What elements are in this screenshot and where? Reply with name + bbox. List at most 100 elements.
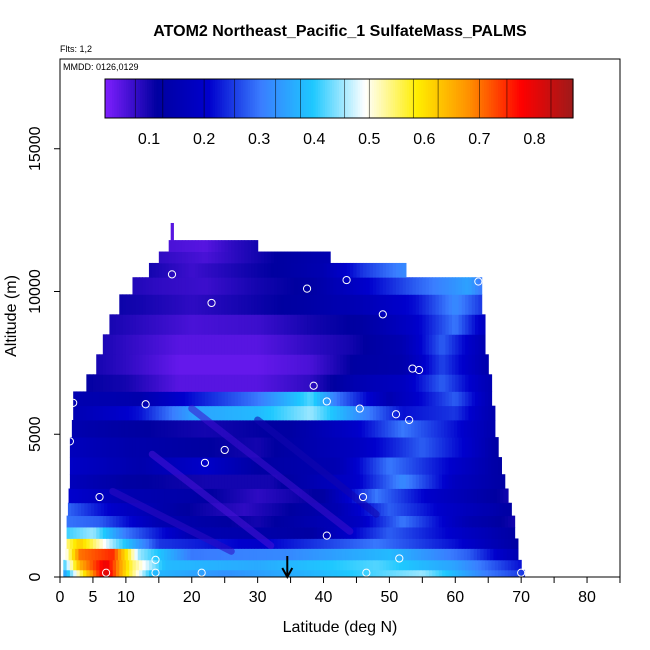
heatmap-cell [178,437,183,458]
heatmap-cell [457,548,462,561]
heatmap-cell [415,294,420,315]
heatmap-cell [280,262,285,278]
heatmap-cell [494,559,499,571]
heatmap-cell [158,474,163,489]
heatmap-cell [435,569,440,578]
heatmap-cell [274,437,278,458]
heatmap-cell [191,437,196,458]
heatmap-cell [488,391,493,407]
heatmap-cell [379,374,384,392]
heatmap-cell [251,294,255,315]
heatmap-cell [197,548,201,561]
heatmap-cell [116,405,120,421]
heatmap-cell [366,277,371,295]
heatmap-cell [445,515,450,528]
heatmap-cell [481,527,486,539]
heatmap-cell [227,314,232,335]
heatmap-cell [402,538,407,549]
heatmap-cell [458,569,463,578]
heatmap-cell [459,502,464,517]
heatmap-cell [419,538,423,549]
heatmap-cell [92,474,97,489]
heatmap-cell [475,374,479,392]
heatmap-cell [83,527,87,539]
heatmap-cell [382,391,387,407]
heatmap-cell [160,502,165,517]
heatmap-cell [347,502,352,517]
heatmap-cell [320,262,325,278]
heatmap-cell [468,538,473,549]
heatmap-cell [247,262,252,278]
colorbar-segment [184,79,188,118]
heatmap-cell [468,569,473,578]
heatmap-cell [231,569,236,578]
heatmap-cell [63,569,68,578]
heatmap-cell [168,294,173,315]
heatmap-cell [353,314,358,335]
heatmap-cell [445,314,450,335]
heatmap-cell [191,474,196,489]
x-tick-label: 80 [578,589,596,606]
heatmap-cell [71,419,76,438]
sample-marker [69,398,78,407]
colorbar-segment [376,79,380,118]
heatmap-cell [369,334,374,355]
heatmap-cell [112,538,117,549]
heatmap-cell [287,405,292,421]
heatmap-cell [92,538,97,549]
heatmap-cell [353,559,358,571]
heatmap-cell [323,294,328,315]
heatmap-cell [361,502,365,517]
heatmap-cell [290,457,295,475]
heatmap-cell [473,419,478,438]
heatmap-cell [465,314,470,335]
heatmap-cell [265,502,270,517]
heatmap-cell [175,405,180,421]
heatmap-cell [272,548,277,561]
heatmap-cell [415,437,420,458]
heatmap-cell [477,488,481,504]
heatmap-cell [218,457,222,475]
heatmap-cell [152,569,157,578]
heatmap-cell [86,527,91,539]
heatmap-cell [394,548,399,561]
heatmap-cell [397,502,402,517]
heatmap-cell [316,277,321,295]
heatmap-cell [372,354,377,375]
heatmap-cell [112,391,117,407]
heatmap-cell [461,437,466,458]
heatmap-cell [247,314,252,335]
heatmap-cell [498,559,502,571]
heatmap-cell [412,334,417,355]
heatmap-cell [111,419,116,438]
heatmap-cell [335,488,340,504]
heatmap-cell [386,354,390,375]
heatmap-cell [129,515,134,528]
heatmap-cell [322,548,327,561]
heatmap-cell [468,294,473,315]
heatmap-cell [178,262,183,278]
heatmap-cell [392,559,397,571]
heatmap-cell [109,559,114,571]
heatmap-cell [247,559,252,571]
heatmap-cell [198,538,203,549]
heatmap-cell [359,262,364,278]
heatmap-cell [471,569,476,578]
heatmap-cell [514,559,519,571]
heatmap-cell [214,262,219,278]
colorbar-segment [303,79,307,118]
heatmap-cell [287,457,292,475]
heatmap-cell [241,391,246,407]
heatmap-streaks [109,405,380,555]
heatmap-cell [359,437,364,458]
heatmap-cell [415,314,420,335]
heatmap-cell [139,277,143,295]
heatmap-cell [389,437,394,458]
heatmap-cell [326,354,331,375]
heatmap-cell [88,548,93,561]
heatmap-cell [119,559,124,571]
heatmap-cell [412,474,417,489]
heatmap-cell [280,569,285,578]
heatmap-cell [175,437,180,458]
heatmap-cell [389,474,394,489]
